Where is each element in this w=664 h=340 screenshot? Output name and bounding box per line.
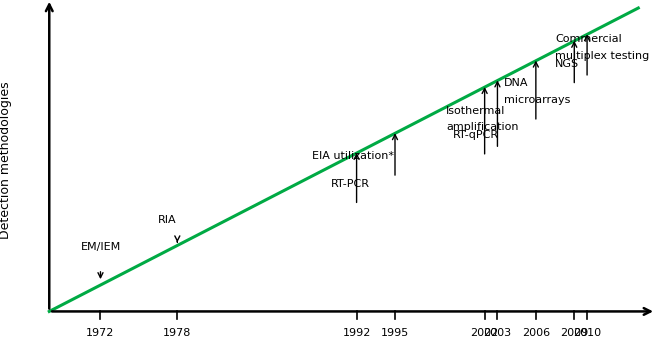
Text: DNA: DNA <box>504 79 529 88</box>
Text: EM/IEM: EM/IEM <box>81 242 122 252</box>
Text: 1992: 1992 <box>343 328 371 338</box>
Text: 2009: 2009 <box>560 328 588 338</box>
Text: 1978: 1978 <box>163 328 191 338</box>
Text: RIA: RIA <box>158 215 177 225</box>
Text: Commercial: Commercial <box>555 34 622 45</box>
Text: EIA utilization*: EIA utilization* <box>312 151 394 161</box>
Text: RT-PCR: RT-PCR <box>331 178 370 189</box>
Text: 1995: 1995 <box>381 328 409 338</box>
Text: Detection methodologies: Detection methodologies <box>0 81 11 239</box>
Text: multiplex testing: multiplex testing <box>555 51 649 61</box>
Text: Isothermal: Isothermal <box>446 106 505 116</box>
Text: amplification: amplification <box>446 122 519 132</box>
Text: 1972: 1972 <box>86 328 115 338</box>
Text: 2006: 2006 <box>522 328 550 338</box>
Text: RT-qPCR: RT-qPCR <box>453 130 499 140</box>
Text: 2003: 2003 <box>483 328 511 338</box>
Text: NGS: NGS <box>555 59 579 69</box>
Text: 2010: 2010 <box>573 328 601 338</box>
Text: 2002: 2002 <box>471 328 499 338</box>
Text: microarrays: microarrays <box>504 95 570 105</box>
